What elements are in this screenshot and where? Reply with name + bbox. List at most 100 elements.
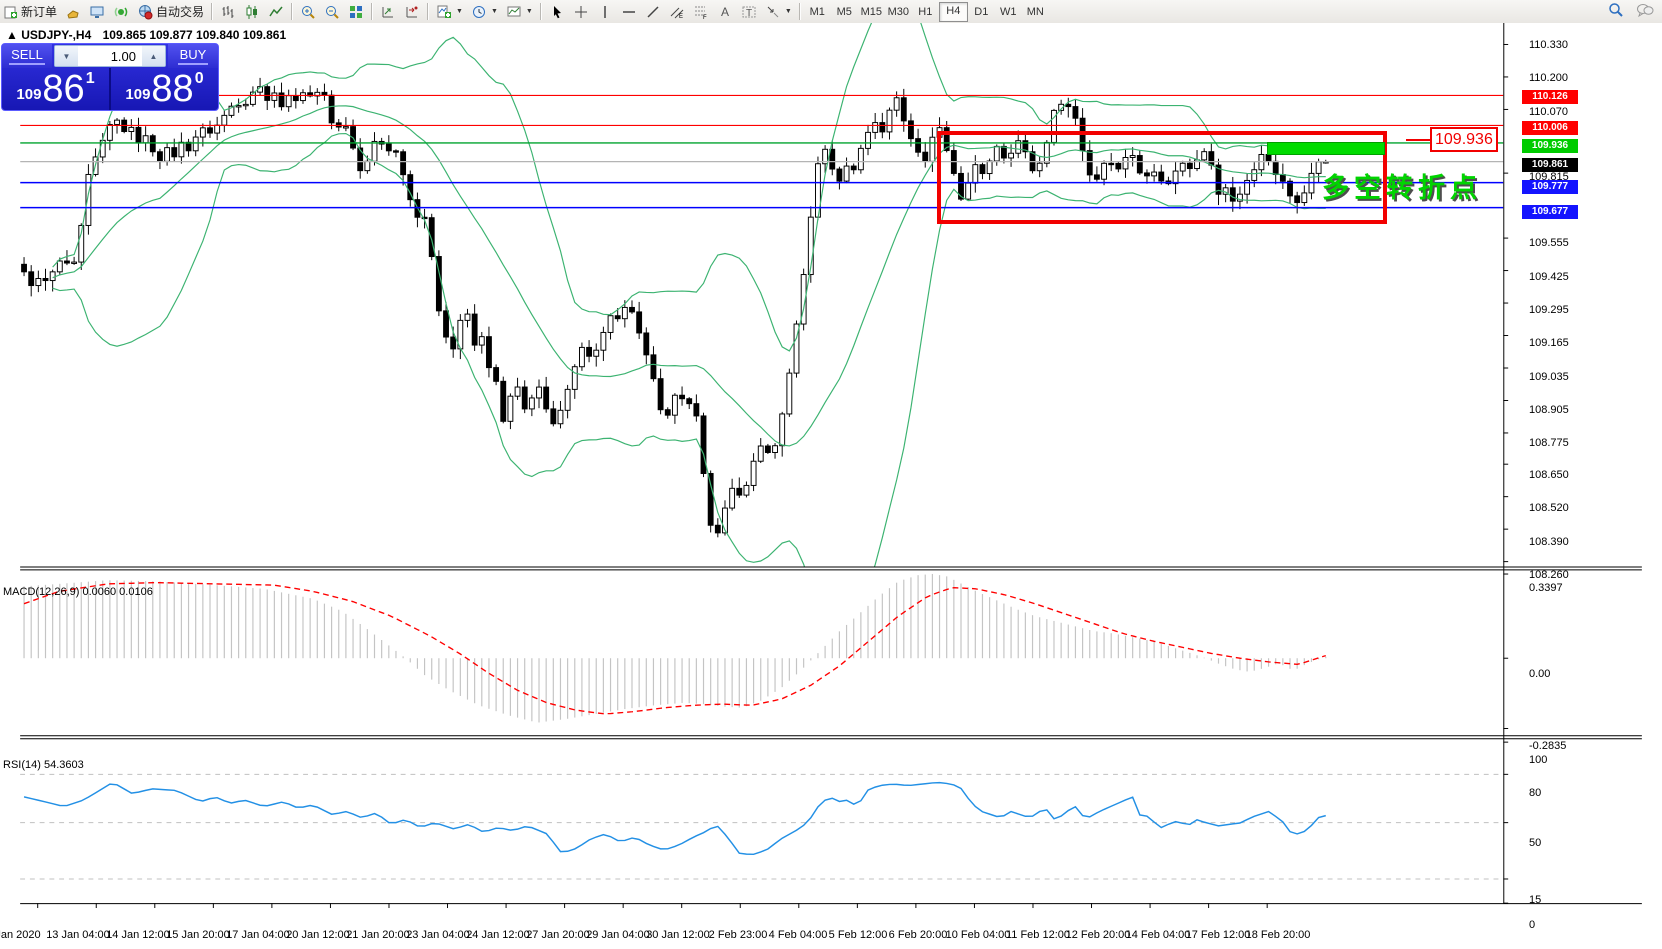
time-tick-label: 17 Feb 12:00	[1185, 929, 1251, 941]
vertical-line-button[interactable]	[593, 2, 617, 22]
templates-dropdown-arrow[interactable]: ▼	[525, 8, 533, 15]
periods-button[interactable]: ▼	[467, 2, 502, 22]
templates-button[interactable]: ▼	[502, 2, 537, 22]
macd-scale-label: 0.00	[1529, 668, 1551, 680]
time-tick-label: 2 Feb 23:00	[708, 929, 768, 941]
chart-canvas[interactable]	[0, 23, 1662, 949]
channel-button[interactable]: E	[665, 2, 689, 22]
tf-h4-button[interactable]: H4	[938, 1, 968, 22]
text-icon: A	[721, 5, 729, 19]
zoom-in-button[interactable]	[296, 2, 320, 22]
chat-icon[interactable]	[1636, 2, 1654, 18]
bollinger-upper-band[interactable]	[52, 23, 1326, 352]
indicators-button[interactable]: ▼	[432, 2, 467, 22]
time-tick-label: Jan 2020	[0, 929, 41, 941]
time-tick-label: 20 Jan 12:00	[286, 929, 350, 941]
price-level-label[interactable]: 109.936	[1430, 127, 1498, 152]
tf-h1-button[interactable]: H1	[918, 5, 933, 18]
candlestick-button[interactable]	[240, 2, 264, 22]
autotrading-button[interactable]: 自动交易	[133, 2, 208, 22]
sell-button[interactable]: SELL	[2, 44, 52, 68]
price-tick-label: 108.775	[1529, 437, 1569, 450]
volume-down-button[interactable]: ▼	[55, 46, 78, 66]
price-tick-label: 108.260	[1529, 569, 1569, 581]
trendline-button[interactable]	[641, 2, 665, 22]
macd-label: MACD(12,26,9) 0.0060 0.0106	[3, 586, 153, 598]
red-rectangle-annotation[interactable]	[937, 131, 1387, 224]
arrows-icon	[767, 6, 779, 17]
sell-price-base: 109	[16, 86, 42, 103]
history-center-button[interactable]	[61, 2, 85, 22]
price-tick-label: 110.330	[1529, 39, 1568, 51]
candlestick-series[interactable]	[20, 23, 1504, 645]
time-tick-label: 30 Jan 12:00	[646, 929, 710, 941]
time-tick-label: 4 Feb 04:00	[768, 929, 828, 941]
buy-price-button[interactable]: 109 88 0	[111, 68, 218, 110]
price-tick-label: 110.070	[1529, 105, 1568, 118]
time-tick-label: 27 Jan 20:00	[526, 929, 590, 941]
terminal-button[interactable]	[85, 2, 109, 22]
chart-symbol-timeframe: USDJPY-,H4	[21, 28, 92, 42]
macd-scale-label: -0.2835	[1529, 740, 1567, 752]
chinese-annotation-text[interactable]: 多空转折点	[1322, 173, 1482, 203]
tf-m5-button[interactable]: M5	[836, 5, 852, 18]
toolbar-separator	[798, 3, 801, 20]
chart-shift-button[interactable]	[400, 2, 424, 22]
sell-price-pips: 86	[42, 68, 85, 110]
bar-chart-button[interactable]	[216, 2, 240, 22]
signals-button[interactable]	[109, 2, 133, 22]
macd-signal-line[interactable]	[23, 582, 1326, 715]
price-label-connector	[1406, 139, 1432, 141]
tile-windows-button[interactable]	[344, 2, 368, 22]
price-badge-109.936: 109.936	[1522, 138, 1578, 153]
chart-window[interactable]: ▲ USDJPY-,H4 109.865 109.877 109.840 109…	[0, 23, 1662, 949]
toolbar-separator	[539, 3, 542, 20]
autotrading-label: 自动交易	[156, 5, 205, 19]
buy-label: BUY	[177, 47, 209, 65]
volume-up-button[interactable]: ▲	[142, 46, 165, 66]
rsi-indicator[interactable]	[20, 773, 1504, 880]
buy-button[interactable]: BUY	[168, 44, 218, 68]
tf-m30-button[interactable]: M30	[887, 5, 909, 18]
text-button[interactable]: A	[713, 2, 737, 22]
tf-m15-button[interactable]: M15	[860, 5, 882, 18]
signals-icon	[114, 7, 128, 16]
cursor-button[interactable]	[545, 2, 569, 22]
time-tick-label: 13 Jan 04:00	[46, 929, 110, 941]
line-chart-button[interactable]	[264, 2, 288, 22]
tf-w1-button[interactable]: W1	[1000, 5, 1017, 18]
green-bar-annotation[interactable]	[1267, 142, 1385, 155]
tile-windows-icon	[350, 5, 363, 18]
horizontal-line-button[interactable]	[617, 2, 641, 22]
bollinger-middle-band[interactable]	[52, 105, 1326, 447]
search-icon[interactable]	[1608, 2, 1624, 18]
auto-scroll-button[interactable]	[376, 2, 400, 22]
zoom-in-icon	[302, 5, 315, 19]
bollinger-lower-band[interactable]	[52, 132, 1326, 645]
fibonacci-button[interactable]: F	[689, 2, 713, 22]
arrows-button[interactable]: ▼	[761, 2, 796, 22]
macd-values: 0.0060 0.0106	[82, 586, 153, 598]
indicators-dropdown-arrow[interactable]: ▼	[456, 8, 463, 15]
rsi-line[interactable]	[23, 781, 1326, 856]
tf-d1-button[interactable]: D1	[974, 5, 989, 18]
arrows-dropdown-arrow[interactable]: ▼	[784, 8, 792, 15]
sell-price-button[interactable]: 109 86 1	[2, 68, 111, 110]
price-badge-110.126: 110.126	[1522, 90, 1578, 105]
price-badge-109.861: 109.861	[1522, 158, 1578, 173]
new-order-button[interactable]: 新订单	[0, 2, 61, 22]
price-tick-label: 108.520	[1529, 502, 1569, 515]
label-button[interactable]: T	[737, 2, 761, 22]
toolbar: 新订单 自动交易	[0, 0, 1662, 24]
rsi-label: RSI(14) 54.3603	[3, 759, 84, 771]
zoom-out-button[interactable]	[320, 2, 344, 22]
rsi-scale-label: 100	[1529, 754, 1548, 766]
tf-mn-button[interactable]: MN	[1026, 5, 1044, 18]
terminal-icon	[90, 6, 104, 18]
tf-m1-button[interactable]: M1	[809, 5, 825, 18]
volume-input[interactable]: 1.00	[110, 48, 136, 64]
crosshair-button[interactable]	[569, 2, 593, 22]
periods-dropdown-arrow[interactable]: ▼	[490, 8, 498, 15]
bar-chart-icon	[222, 5, 234, 18]
macd-indicator[interactable]	[23, 573, 1327, 723]
